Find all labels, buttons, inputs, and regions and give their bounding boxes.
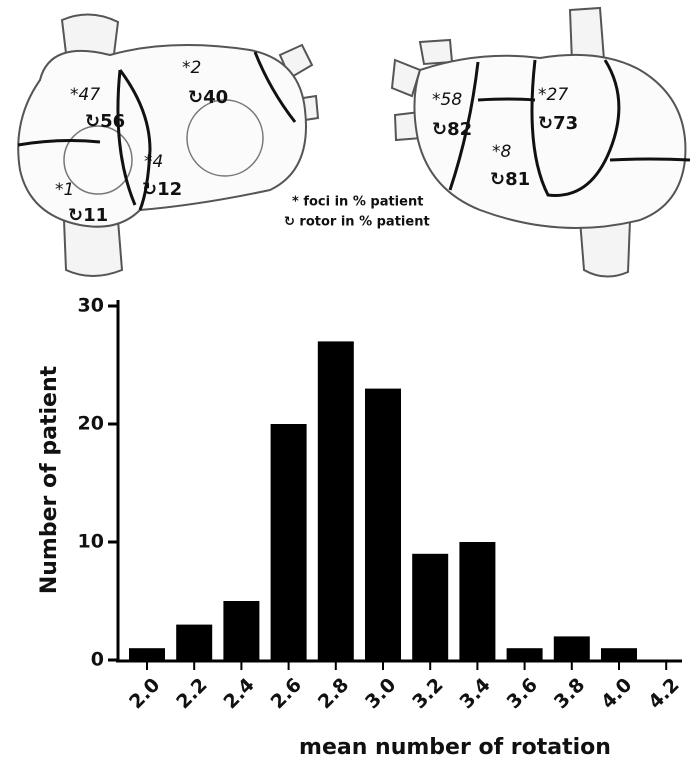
x-tick-label: 2.6 [267, 674, 306, 713]
x-axis-title: mean number of rotation [299, 735, 611, 760]
bar [601, 648, 637, 660]
rotor-label: ↻12 [142, 179, 182, 200]
rotor-label: ↻11 [68, 205, 108, 226]
rotor-label: ↻73 [538, 113, 578, 134]
rotor-label: ↻56 [85, 111, 125, 132]
foci-label: *1 [55, 180, 74, 200]
rotor-label: ↻81 [490, 169, 530, 190]
bar [223, 601, 259, 660]
x-tick-label: 3.2 [408, 674, 447, 713]
bar [554, 636, 590, 660]
bar [176, 625, 212, 660]
figure: mean number of rotation Number of patien… [0, 0, 694, 769]
y-tick-label: 10 [78, 531, 104, 553]
vessel [420, 40, 452, 64]
right-view [414, 55, 685, 228]
bar [412, 554, 448, 660]
y-tick-label: 20 [78, 413, 104, 435]
x-tick-label: 3.8 [550, 674, 589, 713]
bar [459, 542, 495, 660]
y-tick-label: 0 [91, 649, 104, 671]
bar [365, 389, 401, 660]
foci-label: *47 [70, 85, 100, 105]
bar [129, 648, 165, 660]
legend-text: * foci in % patient [292, 195, 423, 210]
foci-label: *27 [538, 85, 568, 105]
x-tick-label: 2.2 [172, 674, 211, 713]
x-tick-label: 2.4 [219, 674, 258, 713]
x-tick-label: 3.4 [455, 674, 494, 713]
foci-label: *4 [144, 152, 163, 172]
x-tick-label: 4.2 [644, 674, 683, 713]
y-axis-title: Number of patient [37, 365, 62, 594]
legend-text: ↻ rotor in % patient [284, 215, 430, 230]
bar [507, 648, 543, 660]
bar [318, 341, 354, 660]
rotor-label: ↻82 [432, 119, 472, 140]
atrium-diagram [18, 8, 690, 277]
x-tick-label: 2.8 [314, 674, 353, 713]
y-tick-label: 30 [78, 295, 104, 317]
x-tick-label: 3.6 [503, 674, 542, 713]
foci-label: *2 [182, 58, 201, 78]
foci-label: *8 [492, 142, 512, 162]
bar [271, 424, 307, 660]
rotor-label: ↻40 [188, 87, 228, 108]
x-tick-label: 3.0 [361, 674, 400, 713]
x-tick-label: 4.0 [597, 674, 636, 713]
vessel [64, 220, 122, 276]
foci-label: *58 [432, 90, 462, 110]
x-tick-label: 2.0 [125, 674, 164, 713]
